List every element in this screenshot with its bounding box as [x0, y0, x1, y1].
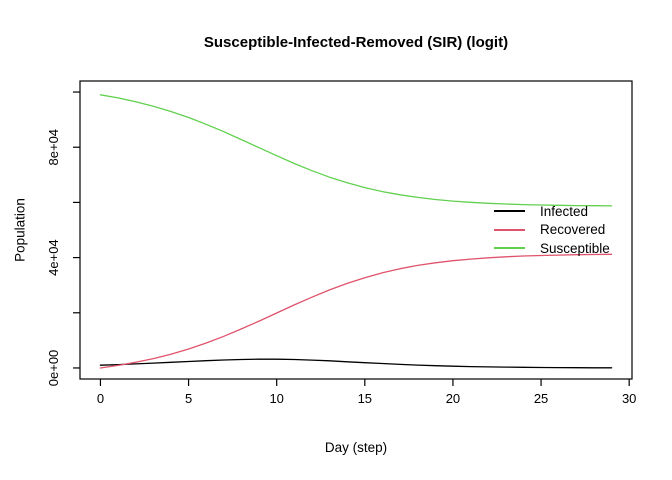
x-tick-label: 15	[358, 391, 372, 406]
legend-line-infected	[494, 210, 525, 213]
x-tick-label: 0	[97, 391, 104, 406]
legend-label-recovered: Recovered	[540, 222, 606, 238]
plot-box	[79, 80, 633, 380]
recovered-curve	[99, 253, 613, 369]
x-axis-title: Day (step)	[324, 440, 388, 455]
y-tick-label: 4e+04	[46, 239, 61, 276]
legend-label-susceptible: Susceptible	[540, 240, 610, 256]
y-tick-label: 0e+00	[46, 350, 61, 387]
x-tick-label: 30	[622, 391, 636, 406]
legend-item-recovered: Recovered	[494, 221, 610, 240]
legend-line-susceptible	[494, 247, 525, 250]
x-tick-label: 25	[534, 391, 548, 406]
susceptible-curve	[99, 94, 613, 207]
legend-item-susceptible: Susceptible	[494, 239, 610, 258]
infected-curve	[99, 358, 613, 369]
legend-line-recovered	[494, 228, 525, 231]
chart-title: Susceptible-Infected-Removed (SIR) (logi…	[203, 34, 509, 51]
x-tick-label: 10	[269, 391, 283, 406]
x-tick-label: 20	[446, 391, 460, 406]
y-tick-label: 8e+04	[46, 129, 61, 166]
legend-label-infected: Infected	[540, 203, 589, 219]
x-tick-label: 5	[185, 391, 192, 406]
legend: Infected Recovered Susceptible	[494, 202, 610, 258]
legend-item-infected: Infected	[494, 202, 610, 221]
